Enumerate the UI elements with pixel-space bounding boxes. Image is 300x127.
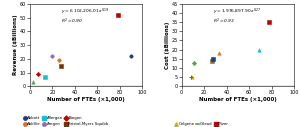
Point	[189, 76, 194, 78]
Point	[35, 73, 40, 75]
Point	[192, 61, 197, 64]
Point	[257, 49, 262, 51]
Text: $y = 1{,}976{,}897.90x^{0.27}$: $y = 1{,}976{,}897.90x^{0.27}$	[213, 6, 262, 17]
Point	[267, 21, 272, 23]
Text: $R^2 = $0.93: $R^2 = $0.93	[213, 17, 235, 26]
Point	[57, 59, 62, 61]
Point	[188, 76, 193, 78]
Y-axis label: Revenue ($Billions): Revenue ($Billions)	[14, 15, 19, 75]
Point	[210, 60, 214, 62]
Point	[31, 81, 36, 83]
Point	[50, 55, 55, 57]
Point	[216, 52, 221, 54]
Point	[211, 58, 215, 60]
Point	[59, 65, 64, 67]
Y-axis label: Cost ($Billions): Cost ($Billions)	[165, 21, 170, 69]
Point	[129, 55, 134, 57]
Legend: Abbott, AbbVie, Alexion, Allergan, Amgen, Biogen, Bristol-Myers Squibb: Abbott, AbbVie, Alexion, Allergan, Amgen…	[23, 116, 109, 127]
X-axis label: Number of FTEs (×1,000): Number of FTEs (×1,000)	[199, 97, 277, 102]
Point	[42, 76, 47, 78]
Point	[115, 14, 120, 16]
Legend: Celgene, Eli Lily, Gilead, Merck, Pfizer, Regeneron: Celgene, Eli Lily, Gilead, Merck, Pfizer…	[175, 122, 239, 127]
Text: $R^2 = $0.90: $R^2 = $0.90	[61, 17, 84, 26]
Text: $y = 6{,}102{,}206.01x^{0.19}$: $y = 6{,}102{,}206.01x^{0.19}$	[61, 6, 110, 17]
X-axis label: Number of FTEs (×1,000): Number of FTEs (×1,000)	[47, 97, 125, 102]
